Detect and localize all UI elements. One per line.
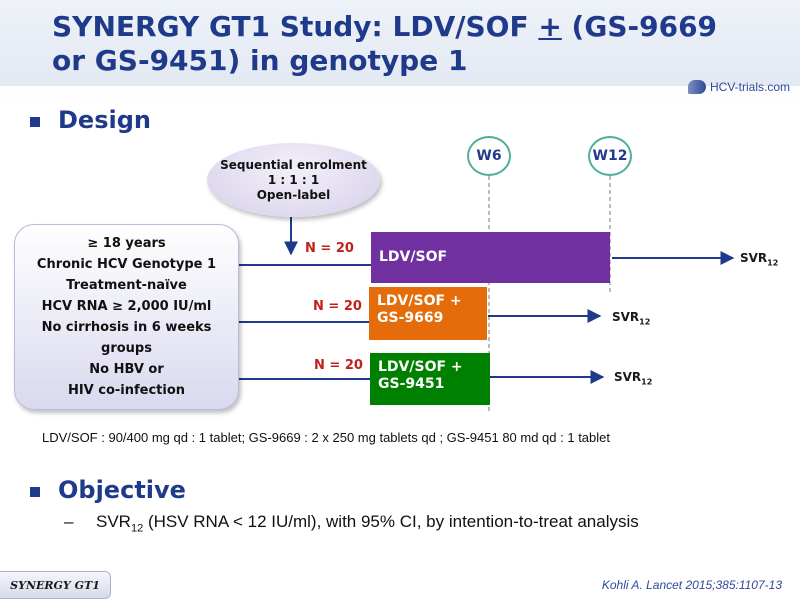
criteria-line: ≥ 18 years bbox=[87, 236, 166, 251]
svr-subscript: 12 bbox=[641, 377, 653, 387]
objective-svr-subscript: 12 bbox=[130, 522, 144, 535]
design-heading: Design bbox=[58, 106, 151, 134]
title-plus-minus: + bbox=[538, 10, 562, 43]
arm3-ldv-sof-gs9451-box: LDV/SOF + GS-9451 bbox=[370, 353, 490, 405]
svr-subscript: 12 bbox=[767, 258, 779, 268]
dosing-note: LDV/SOF : 90/400 mg qd : 1 tablet; GS-96… bbox=[42, 430, 610, 445]
svr-text: SVR bbox=[740, 251, 768, 265]
title-text-1: SYNERGY GT1 Study: LDV/SOF bbox=[52, 10, 539, 43]
inclusion-criteria-box: ≥ 18 years Chronic HCV Genotype 1 Treatm… bbox=[14, 224, 239, 410]
logo-text: HCV-trials.com bbox=[710, 80, 791, 94]
week-marker-w6: W6 bbox=[467, 136, 511, 176]
criteria-line: No cirrhosis in 6 weeks bbox=[41, 320, 212, 335]
reference-citation: Kohli A. Lancet 2015;385:1107-13 bbox=[601, 578, 782, 592]
arm2-ldv-sof-gs9669-box: LDV/SOF + GS-9669 bbox=[369, 287, 487, 340]
square-bullet-icon bbox=[30, 487, 40, 497]
arm1-n-label: N = 20 bbox=[305, 241, 354, 256]
dash-bullet: – bbox=[64, 512, 74, 531]
objective-text: (HSV RNA < 12 IU/ml), with 95% CI, by in… bbox=[143, 512, 639, 531]
title-bar bbox=[0, 0, 800, 86]
criteria-line: Chronic HCV Genotype 1 bbox=[36, 257, 217, 272]
enrolment-line-1: Sequential enrolment bbox=[220, 157, 367, 172]
criteria-line: No HBV or bbox=[89, 362, 164, 377]
title-text-2: (GS-9669 or GS-9451) in genotype 1 bbox=[52, 10, 718, 77]
footer-study-tab: SYNERGY GT1 bbox=[0, 571, 111, 599]
criteria-line: HCV RNA ≥ 2,000 IU/ml bbox=[41, 299, 212, 314]
objective-item: – SVR12 (HSV RNA < 12 IU/ml), with 95% CI… bbox=[64, 512, 639, 534]
logo-icon bbox=[688, 80, 706, 94]
svr-subscript: 12 bbox=[639, 317, 651, 327]
svr-text: SVR bbox=[614, 370, 642, 384]
arm3-n-label: N = 20 bbox=[314, 358, 363, 373]
enrolment-line-2: 1 : 1 : 1 bbox=[267, 172, 320, 187]
arm1-svr-label: SVR12 bbox=[740, 251, 778, 267]
criteria-line: groups bbox=[101, 341, 152, 356]
enrolment-line-3: Open-label bbox=[256, 187, 331, 202]
svr-text: SVR bbox=[612, 310, 640, 324]
objective-svr: SVR bbox=[96, 512, 131, 531]
arm1-ldv-sof-box: LDV/SOF bbox=[371, 232, 610, 283]
criteria-line: Treatment-naïve bbox=[66, 278, 187, 293]
square-bullet-icon bbox=[30, 117, 40, 127]
arm2-n-label: N = 20 bbox=[313, 299, 362, 314]
arm2-svr-label: SVR12 bbox=[612, 310, 650, 326]
hcv-trials-logo: HCV-trials.com bbox=[688, 78, 790, 96]
slide-title: SYNERGY GT1 Study: LDV/SOF + (GS-9669 or… bbox=[52, 10, 752, 78]
arm3-svr-label: SVR12 bbox=[614, 370, 652, 386]
week-marker-w12: W12 bbox=[588, 136, 632, 176]
enrolment-bubble: Sequential enrolment 1 : 1 : 1 Open-labe… bbox=[207, 143, 380, 217]
criteria-line: HIV co-infection bbox=[67, 383, 186, 398]
objective-heading: Objective bbox=[58, 476, 186, 504]
